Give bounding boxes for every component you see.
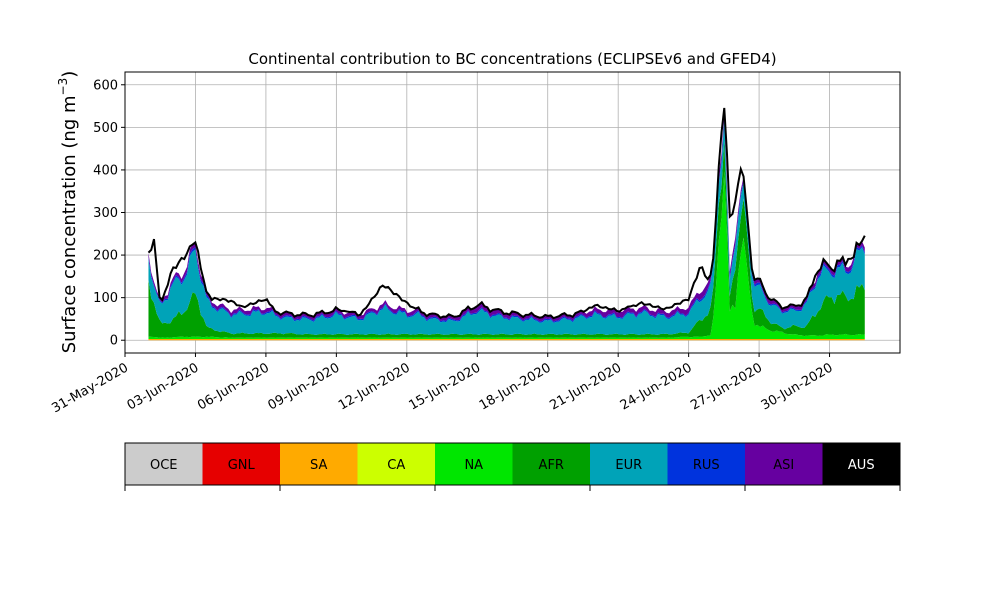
y-tick-label: 600 xyxy=(93,78,118,93)
legend-label-sa: SA xyxy=(310,458,327,473)
legend-label-afr: AFR xyxy=(539,458,564,473)
y-axis-ticks: 0 100 200 300 400 500 600 xyxy=(93,78,125,349)
legend-swatch-aus xyxy=(822,443,900,485)
legend-swatch-gnl xyxy=(202,443,280,485)
y-tick-label: 0 xyxy=(110,334,118,349)
legend-swatch-eur xyxy=(590,443,668,485)
y-tick-label: 200 xyxy=(93,249,118,264)
area-sa xyxy=(148,338,865,341)
stacked-areas xyxy=(148,110,865,341)
legend-swatch-ca xyxy=(357,443,435,485)
legend-label-aus: AUS xyxy=(848,458,875,473)
y-tick-label: 300 xyxy=(93,206,118,221)
total-line xyxy=(147,107,866,320)
legend-swatch-na xyxy=(435,443,513,485)
legend-swatch-asi xyxy=(745,443,823,485)
y-tick-label: 500 xyxy=(93,121,118,136)
legend-swatch-oce xyxy=(125,443,203,485)
legend-swatch-sa xyxy=(280,443,358,485)
legend-label-na: NA xyxy=(464,458,483,473)
legend-swatch-rus xyxy=(667,443,745,485)
chart-title: Continental contribution to BC concentra… xyxy=(248,50,776,68)
legend-label-eur: EUR xyxy=(615,458,642,473)
y-axis-label: Surface concentration (ng m−3) xyxy=(56,71,80,354)
y-axis-label-main: Surface concentration (ng m xyxy=(59,95,80,353)
legend-label-rus: RUS xyxy=(693,458,720,473)
y-axis-label-suffix: ) xyxy=(59,71,80,78)
legend-swatch-afr xyxy=(512,443,590,485)
legend-colorbar: OCE GNL SA CA NA AFR EUR RUS ASI AUS xyxy=(124,442,901,491)
legend-label-ca: CA xyxy=(387,458,405,473)
y-tick-label: 100 xyxy=(93,291,118,306)
total-line-group xyxy=(147,107,866,320)
legend-label-oce: OCE xyxy=(150,458,178,473)
legend-label-gnl: GNL xyxy=(228,458,256,473)
y-tick-label: 400 xyxy=(93,163,118,178)
legend-label-asi: ASI xyxy=(773,458,794,473)
y-axis-label-exponent: −3 xyxy=(56,78,70,96)
legend-frame xyxy=(124,442,901,486)
area-eur xyxy=(148,119,865,336)
area-na xyxy=(148,171,865,339)
